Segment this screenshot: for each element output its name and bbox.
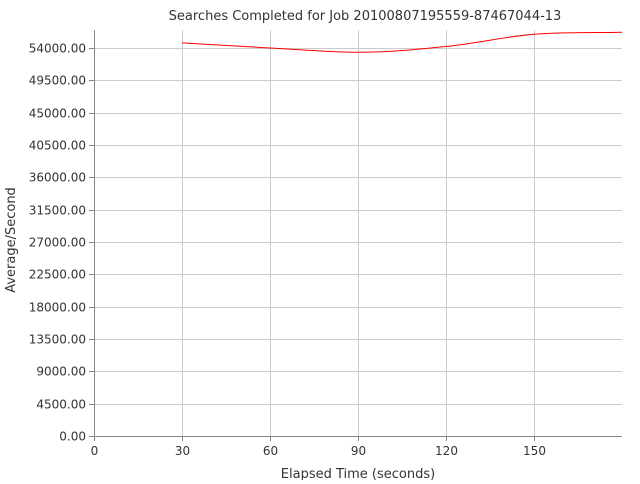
x-axis-label: Elapsed Time (seconds) bbox=[281, 467, 435, 480]
y-tick-label: 4500.00 bbox=[36, 398, 86, 412]
y-tick-label: 9000.00 bbox=[36, 365, 86, 379]
y-axis-label: Average/Second bbox=[4, 187, 19, 293]
x-tick-label: 90 bbox=[351, 444, 366, 458]
x-tick-label: 30 bbox=[175, 444, 190, 458]
x-tick-label: 60 bbox=[263, 444, 278, 458]
y-tick-label: 40500.00 bbox=[29, 139, 86, 153]
x-tick-label: 0 bbox=[91, 444, 99, 458]
x-tick-label: 120 bbox=[435, 444, 458, 458]
axes: 0 30 60 90 120 150 0.00 4500.00 9000.00 13500.00 1… bbox=[29, 30, 622, 458]
y-tick-label: 22500.00 bbox=[29, 268, 86, 282]
x-tick-label: 150 bbox=[523, 444, 546, 458]
y-tick-label: 49500.00 bbox=[29, 74, 86, 88]
y-tick-label: 0.00 bbox=[59, 430, 86, 444]
series-line bbox=[181, 31, 623, 53]
y-tick-label: 45000.00 bbox=[29, 107, 86, 121]
chart-title: Searches Completed for Job 2010080719555… bbox=[169, 9, 562, 24]
y-tick-label: 27000.00 bbox=[29, 236, 86, 250]
series-layer bbox=[181, 31, 623, 53]
y-tick-label: 18000.00 bbox=[29, 301, 86, 315]
y-tick-label: 31500.00 bbox=[29, 204, 86, 218]
y-tick-label: 36000.00 bbox=[29, 171, 86, 185]
y-tick-label: 13500.00 bbox=[29, 333, 86, 347]
grid bbox=[94, 30, 622, 436]
y-tick-label: 54000.00 bbox=[29, 42, 86, 56]
